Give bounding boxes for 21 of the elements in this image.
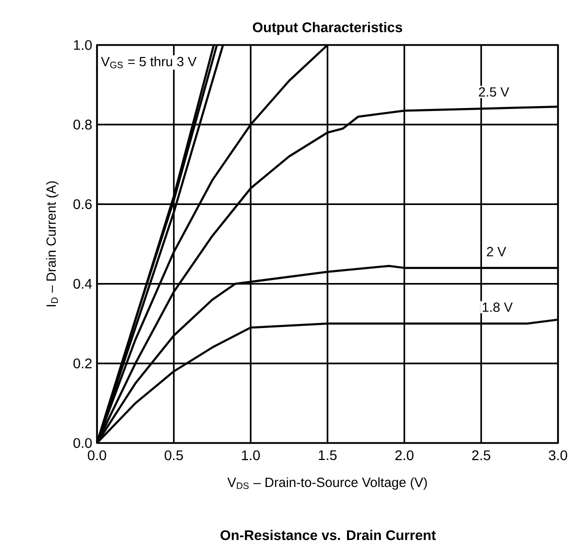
y-tick-label: 0.8: [73, 120, 92, 130]
chart-title: Output Characteristics: [252, 22, 402, 35]
y-tick-label: 0.0: [73, 438, 92, 448]
text: On-Resistance vs. Drain Current: [220, 530, 436, 540]
x-axis-title: V$_{DS}$ – Drain-to-Source Voltage (V): [227, 477, 427, 490]
series-label: 2.5 V: [478, 87, 510, 97]
series-label: 1.8 V: [482, 302, 513, 312]
x-tick-label: 0.0: [88, 450, 106, 460]
x-tick-label: 2.0: [395, 450, 414, 460]
y-tick-label: 0.2: [73, 358, 92, 368]
x-tick-label: 3.0: [548, 450, 568, 460]
series-label: 2 V: [486, 246, 506, 256]
y-tick-label: 0.6: [73, 199, 92, 210]
annotation: V$_{GS}$ = 5 thru 3 V: [100, 56, 197, 68]
x-tick-label: 1.0: [242, 450, 260, 460]
x-tick-label: 1.5: [318, 450, 337, 460]
y-tick-label: 0.4: [73, 278, 92, 289]
y-tick-label: 1.0: [74, 40, 92, 50]
y-axis-title: I$_{D}$ – Drain Current (A): [46, 181, 58, 306]
x-tick-label: 2.5: [472, 450, 490, 460]
x-tick-label: 0.5: [164, 450, 183, 460]
